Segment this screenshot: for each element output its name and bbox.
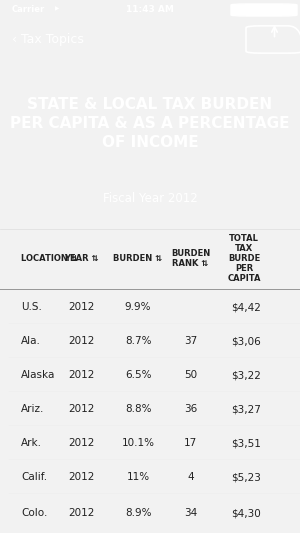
Text: 10.1%: 10.1% — [122, 438, 154, 448]
Text: 6.5%: 6.5% — [125, 370, 151, 380]
Text: Calif.: Calif. — [21, 472, 47, 482]
Text: 11%: 11% — [126, 472, 150, 482]
Text: $3,06: $3,06 — [231, 336, 261, 346]
Text: LOCATION ⇅: LOCATION ⇅ — [21, 254, 78, 263]
Text: 8.7%: 8.7% — [125, 336, 151, 346]
Text: Colo.: Colo. — [21, 508, 47, 519]
Text: Ariz.: Ariz. — [21, 404, 44, 414]
Text: 2012: 2012 — [68, 404, 94, 414]
Text: ‹ Tax Topics: ‹ Tax Topics — [12, 33, 84, 46]
Text: U.S.: U.S. — [21, 302, 42, 312]
Text: BURDEN
RANK ⇅: BURDEN RANK ⇅ — [171, 249, 210, 268]
Text: $5,23: $5,23 — [231, 472, 261, 482]
Text: 37: 37 — [184, 336, 197, 346]
Text: 17: 17 — [184, 438, 197, 448]
Text: $3,51: $3,51 — [231, 438, 261, 448]
Text: 9.9%: 9.9% — [125, 302, 151, 312]
Text: 2012: 2012 — [68, 370, 94, 380]
Text: Alaska: Alaska — [21, 370, 56, 380]
Text: 11:43 AM: 11:43 AM — [126, 5, 174, 14]
Text: Ark.: Ark. — [21, 438, 42, 448]
Text: 34: 34 — [184, 508, 197, 519]
Text: TOTAL
TAX
BURDE
PER
CAPITA: TOTAL TAX BURDE PER CAPITA — [227, 233, 261, 283]
Text: 50: 50 — [184, 370, 197, 380]
Text: 2012: 2012 — [68, 302, 94, 312]
Text: 2012: 2012 — [68, 336, 94, 346]
Text: $3,27: $3,27 — [231, 404, 261, 414]
Text: Ala.: Ala. — [21, 336, 41, 346]
Text: 4: 4 — [187, 472, 194, 482]
Text: 2012: 2012 — [68, 508, 94, 519]
Text: BURDEN ⇅: BURDEN ⇅ — [113, 254, 163, 263]
Text: $4,42: $4,42 — [231, 302, 261, 312]
Text: $3,22: $3,22 — [231, 370, 261, 380]
Text: Carrier: Carrier — [12, 5, 45, 14]
Text: 8.9%: 8.9% — [125, 508, 151, 519]
FancyBboxPatch shape — [231, 4, 297, 16]
Text: 2012: 2012 — [68, 438, 94, 448]
Text: YEAR ⇅: YEAR ⇅ — [64, 254, 98, 263]
Text: 36: 36 — [184, 404, 197, 414]
Text: Fiscal Year 2012: Fiscal Year 2012 — [103, 192, 197, 205]
Text: ▶: ▶ — [55, 6, 59, 12]
Text: 8.8%: 8.8% — [125, 404, 151, 414]
Text: 2012: 2012 — [68, 472, 94, 482]
Text: $4,30: $4,30 — [231, 508, 261, 519]
Text: STATE & LOCAL TAX BURDEN
PER CAPITA & AS A PERCENTAGE
OF INCOME: STATE & LOCAL TAX BURDEN PER CAPITA & AS… — [10, 97, 290, 150]
